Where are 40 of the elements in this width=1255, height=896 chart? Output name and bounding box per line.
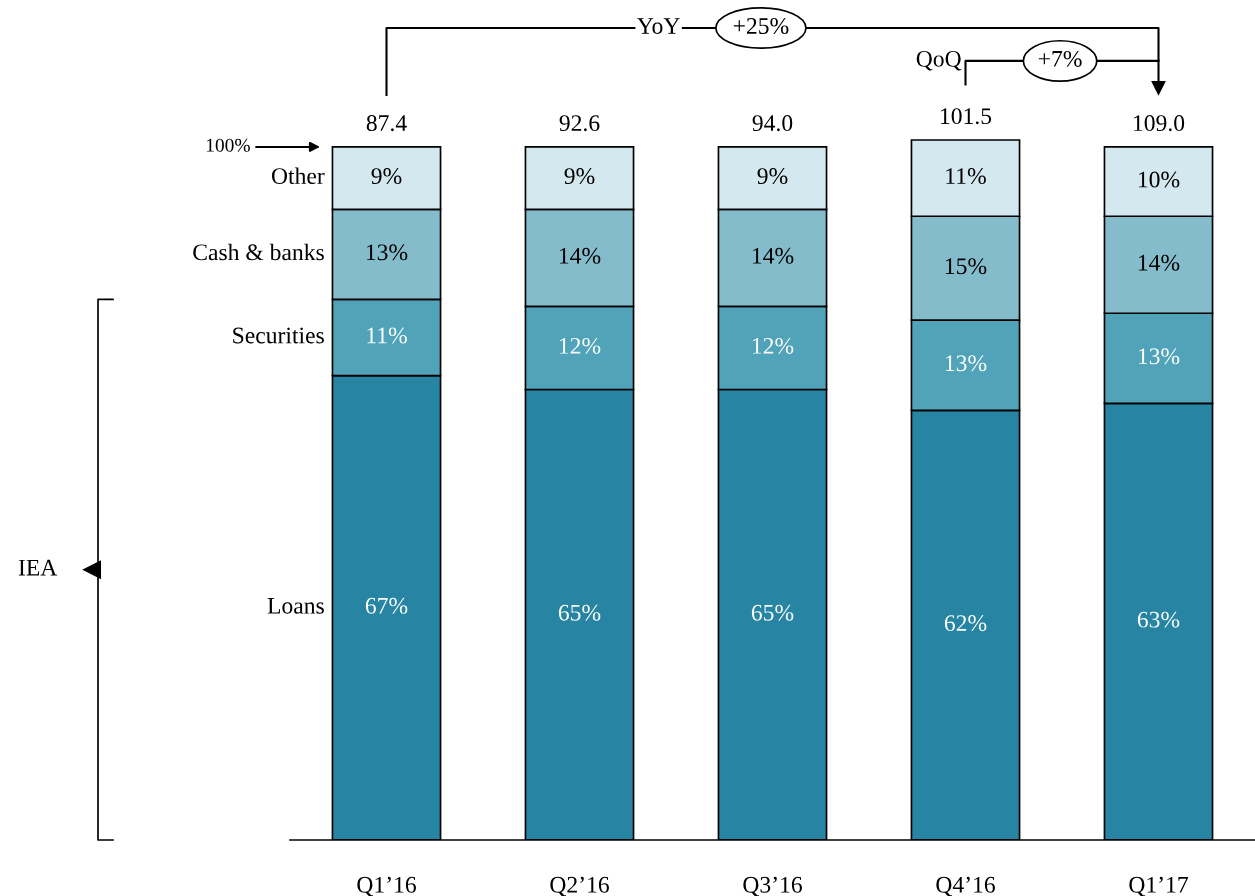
text: QoQ bbox=[916, 50, 962, 71]
data-label: 9% bbox=[757, 168, 788, 185]
text: +25% bbox=[733, 17, 789, 34]
data-label: 11% bbox=[946, 168, 986, 185]
data-label: 67% bbox=[365, 597, 408, 614]
data-label: 9% bbox=[564, 168, 595, 185]
x-tick-label: Q2’16 bbox=[550, 876, 609, 896]
text: +7% bbox=[1038, 50, 1082, 67]
series-label: Securities bbox=[233, 327, 324, 344]
data-label: 65% bbox=[558, 604, 601, 621]
data-label: 10% bbox=[1138, 171, 1180, 188]
data-label: 13% bbox=[1138, 348, 1180, 365]
data-label: 62% bbox=[944, 615, 987, 632]
text: 100% bbox=[206, 138, 250, 152]
data-label: 14% bbox=[1138, 254, 1180, 271]
data-label: 63% bbox=[1137, 611, 1180, 628]
data-label: 15% bbox=[945, 258, 987, 275]
text: 92.6 bbox=[559, 115, 600, 132]
x-tick-label: Q4’16 bbox=[936, 876, 995, 896]
data-label: 13% bbox=[945, 355, 987, 372]
data-label: 65% bbox=[751, 604, 794, 621]
data-label: 13% bbox=[366, 244, 408, 261]
text: YoY bbox=[637, 18, 680, 34]
x-tick-label: Q1’17 bbox=[1129, 876, 1188, 896]
text: 101.5 bbox=[941, 108, 992, 125]
data-label: 14% bbox=[559, 247, 601, 264]
series-label: Cash & banks bbox=[193, 243, 324, 261]
text: IEA bbox=[18, 559, 58, 576]
x-tick-label: Q1’16 bbox=[357, 876, 416, 896]
series-label: Loans bbox=[267, 598, 324, 614]
text: 94.0 bbox=[752, 115, 793, 132]
data-label: 12% bbox=[559, 337, 601, 354]
data-label: 14% bbox=[752, 247, 794, 264]
text: 87.4 bbox=[366, 115, 407, 132]
data-label: 9% bbox=[371, 168, 402, 185]
text: 109.0 bbox=[1134, 115, 1185, 132]
legend-label: Other bbox=[271, 167, 325, 185]
data-label: 11% bbox=[367, 327, 407, 344]
data-label: 12% bbox=[752, 337, 794, 354]
x-tick-label: Q3’16 bbox=[743, 876, 802, 896]
